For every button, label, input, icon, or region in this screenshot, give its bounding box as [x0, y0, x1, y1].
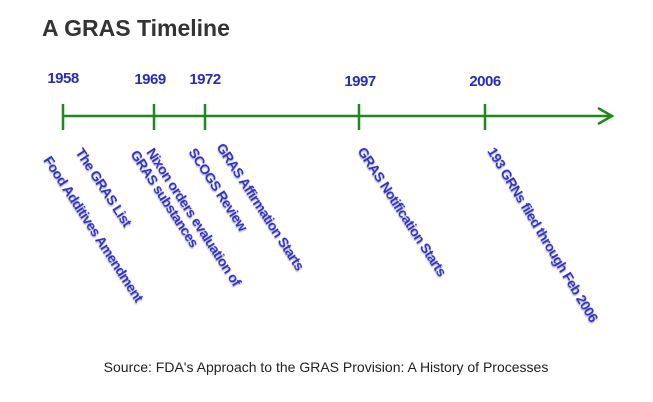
event-label: GRAS Notification Starts	[354, 144, 450, 280]
year-label: 1958	[47, 70, 79, 87]
timeline-axis	[61, 104, 615, 130]
year-label: 1969	[134, 71, 166, 88]
axis-arrow	[597, 106, 615, 126]
year-label: 1997	[344, 73, 376, 90]
source-note: Source: FDA's Approach to the GRAS Provi…	[104, 359, 549, 375]
title: A GRAS Timeline	[42, 15, 230, 41]
year-label: 2006	[469, 73, 501, 90]
year-label: 1972	[189, 71, 221, 88]
event-label: 193 GRNs filed through Feb 2006	[484, 144, 602, 325]
